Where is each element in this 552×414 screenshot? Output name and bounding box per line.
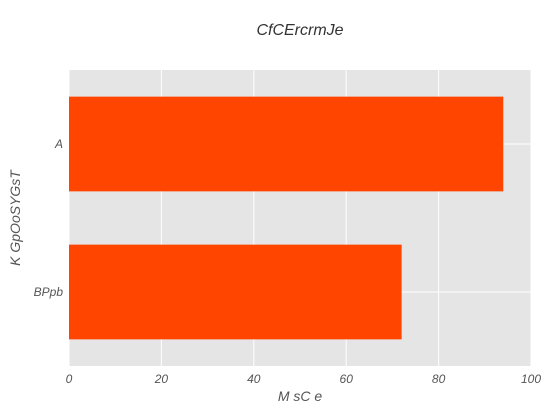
y-tick-labels: A BPpb (34, 137, 64, 299)
x-tick-label: 80 (432, 372, 446, 386)
bar-bppb (69, 244, 402, 340)
y-tick-label: A (54, 137, 63, 151)
x-tick-label: 0 (66, 372, 73, 386)
x-tick-label: 40 (247, 372, 261, 386)
x-tick-label: 60 (340, 372, 354, 386)
y-axis-label: K GpOoSYGsT (7, 169, 23, 266)
x-tick-label: 20 (154, 372, 169, 386)
chart-title: CfCErcrmJe (256, 22, 343, 39)
x-tick-label: 100 (521, 372, 541, 386)
bar-a (69, 96, 504, 192)
y-tick-label: BPpb (34, 285, 64, 299)
x-axis-label: M sC e (278, 388, 323, 404)
x-tick-labels: 0 20 40 60 80 100 (66, 372, 542, 386)
bars (69, 96, 504, 340)
